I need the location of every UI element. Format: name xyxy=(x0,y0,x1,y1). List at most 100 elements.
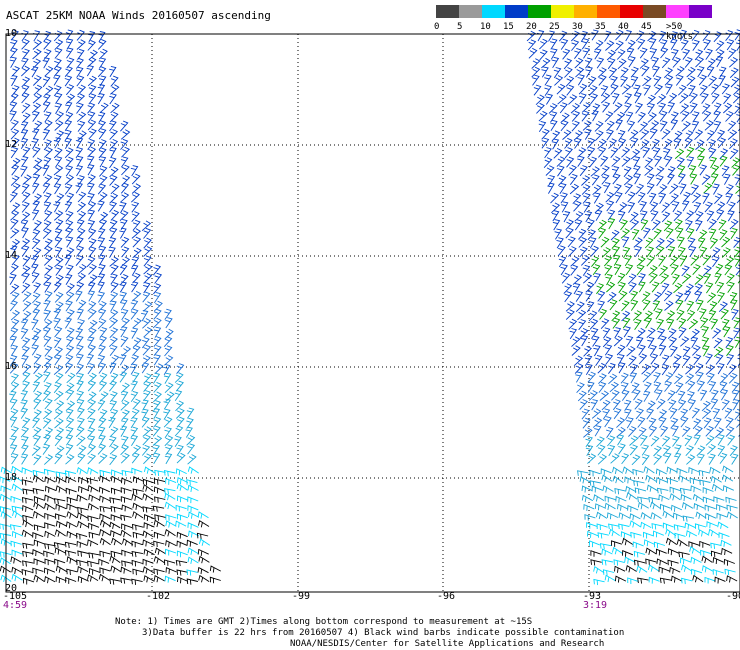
wind-barb xyxy=(637,111,646,123)
wind-barb xyxy=(31,209,40,221)
wind-barb xyxy=(598,74,607,86)
wind-barb xyxy=(78,476,90,484)
wind-barb xyxy=(682,346,691,358)
wind-barb xyxy=(662,445,671,456)
wind-barb xyxy=(188,511,200,519)
wind-barb xyxy=(562,48,571,60)
wind-barb xyxy=(724,407,733,419)
wind-barb xyxy=(165,548,177,556)
wind-barb xyxy=(120,129,131,140)
wind-barb xyxy=(618,362,626,374)
wind-barb xyxy=(97,183,107,195)
wind-barb xyxy=(574,57,584,69)
wind-barb xyxy=(119,264,128,276)
wind-barb xyxy=(42,228,52,239)
wind-barb xyxy=(613,327,622,339)
wind-barb xyxy=(727,120,737,132)
wind-barb xyxy=(667,390,676,401)
wind-barb xyxy=(32,247,42,259)
wind-barb xyxy=(608,362,616,374)
wind-barb xyxy=(724,568,736,576)
wind-barb xyxy=(597,138,607,150)
wind-barb xyxy=(601,399,611,411)
wind-barb xyxy=(9,362,19,374)
wind-barb xyxy=(0,538,12,546)
wind-barb xyxy=(554,228,563,240)
wind-barb xyxy=(109,454,118,466)
wind-barb xyxy=(553,147,563,159)
wind-barb xyxy=(66,192,75,204)
wind-barb xyxy=(77,575,89,584)
wind-barb xyxy=(65,165,74,177)
wind-barb xyxy=(109,227,118,239)
wind-barb xyxy=(609,381,619,393)
wind-barb xyxy=(647,564,660,572)
wind-barb xyxy=(599,308,608,320)
wind-barb xyxy=(154,469,166,477)
wind-barb xyxy=(64,111,74,123)
wind-barb xyxy=(717,363,725,375)
wind-barb xyxy=(574,137,582,149)
wind-barb xyxy=(581,175,591,186)
wind-barb xyxy=(649,501,661,510)
wind-barb xyxy=(661,211,671,223)
wind-barb xyxy=(9,92,19,104)
wind-barb xyxy=(586,301,595,313)
wind-barb xyxy=(55,193,65,204)
wind-barb xyxy=(621,310,631,322)
wind-barb xyxy=(32,567,44,575)
wind-barb xyxy=(109,300,117,312)
wind-barb xyxy=(22,48,30,60)
wind-barb xyxy=(65,382,75,393)
wind-barb xyxy=(618,210,626,223)
wind-barb xyxy=(9,110,17,122)
wind-barb xyxy=(693,354,702,366)
wind-barb xyxy=(703,417,712,429)
wind-barb xyxy=(623,174,634,186)
wind-barb xyxy=(132,272,141,284)
wind-barb xyxy=(87,56,97,68)
wind-barb xyxy=(615,495,627,503)
wind-barb xyxy=(670,193,679,205)
wind-barb xyxy=(76,75,85,87)
wind-barb xyxy=(617,58,627,70)
wind-barb xyxy=(44,66,54,77)
wind-barb xyxy=(119,227,127,239)
wind-barb xyxy=(120,317,130,329)
wind-barb xyxy=(645,558,657,566)
wind-barb xyxy=(708,528,720,537)
wind-barb xyxy=(703,182,713,194)
wind-barb xyxy=(132,488,144,495)
wind-barb xyxy=(99,528,111,537)
wind-barb xyxy=(66,556,78,564)
wind-barb xyxy=(570,264,579,276)
wind-barb xyxy=(22,363,32,375)
wind-barb xyxy=(20,137,29,149)
wind-barb xyxy=(581,110,590,122)
wind-barb xyxy=(644,317,653,329)
wind-barb xyxy=(597,362,607,374)
wind-barb xyxy=(557,165,565,177)
wind-barb xyxy=(64,362,74,374)
wind-barb xyxy=(627,577,639,585)
wind-barb xyxy=(719,452,728,464)
wind-barb xyxy=(699,540,711,548)
wind-barb xyxy=(717,291,726,304)
wind-barb xyxy=(76,29,85,41)
wind-barb xyxy=(54,336,62,349)
wind-barb xyxy=(98,417,107,428)
wind-barb xyxy=(43,319,53,330)
wind-barb xyxy=(120,256,131,268)
wind-barb xyxy=(109,93,117,105)
wind-barb xyxy=(11,85,20,97)
wind-barb xyxy=(120,138,129,150)
wind-barb xyxy=(603,30,612,42)
legend-swatch xyxy=(574,5,597,18)
wind-barb xyxy=(43,201,52,213)
wind-barb xyxy=(20,426,30,438)
wind-barb xyxy=(109,174,118,186)
wind-barb xyxy=(659,577,672,584)
wind-barb xyxy=(44,290,53,302)
wind-barb xyxy=(610,229,620,241)
wind-barb xyxy=(55,476,67,484)
